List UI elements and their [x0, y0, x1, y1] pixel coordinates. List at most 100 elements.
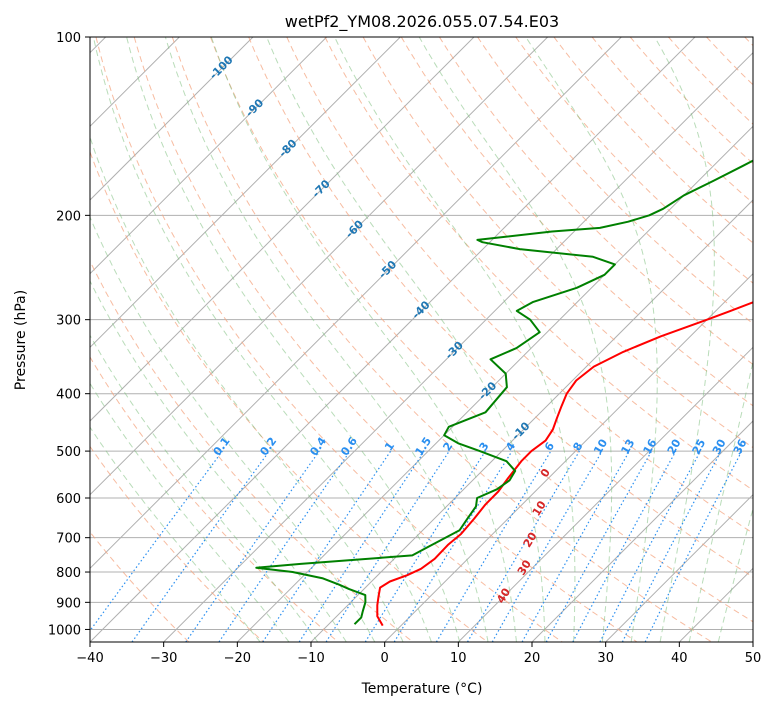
plot-frame	[89, 36, 754, 643]
dry-adiabat-line	[706, 37, 753, 86]
isotherm-line	[752, 641, 753, 642]
moist-adiabats	[90, 37, 753, 642]
dry-adiabat-line	[95, 37, 563, 642]
dry-adiabat-label: -80	[276, 137, 299, 160]
y-tick-label: 800	[56, 566, 81, 581]
mixing-ratio-line	[435, 450, 552, 642]
x-axis-ticks: −40 −30 −20 −10 0 10 20 30 40 50	[76, 642, 761, 666]
dry-adiabat-label: -30	[443, 339, 466, 362]
dry-adiabat-line	[324, 37, 753, 491]
isotherm-line	[384, 272, 753, 642]
mixing-ratio-label: 30	[710, 437, 729, 457]
mixing-ratio-label: 16	[641, 437, 660, 457]
mixing-ratio-line	[325, 450, 450, 642]
dry-adiabat-line	[90, 356, 339, 642]
isotherm-line	[605, 493, 753, 642]
y-tick-label: 700	[56, 532, 81, 547]
isotherm-line	[90, 37, 622, 570]
y-tick-label: 1000	[48, 623, 81, 638]
x-tick-label: 50	[745, 651, 762, 666]
y-tick-label: 200	[56, 209, 81, 224]
mixing-ratio-line	[545, 450, 653, 642]
mixing-ratio-line	[599, 450, 702, 642]
moist-adiabat-label: 30	[515, 557, 534, 577]
mixing-ratio-line	[298, 450, 425, 642]
moist-adiabat-line	[210, 37, 517, 642]
isotherm-line	[90, 37, 696, 642]
moist-adiabat-line	[90, 382, 290, 642]
isotherm-line	[90, 37, 549, 496]
x-tick-label: −40	[76, 651, 103, 666]
y-axis-ticks: 100 200 300 400 500 600 700 800 900 1000	[48, 31, 90, 638]
moist-adiabat-line	[90, 215, 376, 642]
x-tick-label: 10	[450, 651, 467, 666]
moist-adiabat-line	[90, 135, 404, 642]
y-tick-label: 500	[56, 445, 81, 460]
x-tick-label: −10	[297, 651, 324, 666]
line-labels: 0.1 0.2 0.4 0.6 1 1.5 2 3 4 6 8 10 13 16 20 25 30 36-100-…	[207, 53, 750, 606]
grid-lines	[90, 37, 753, 642]
dry-adiabat-label: -100	[207, 53, 236, 82]
moist-adiabat-line	[126, 37, 461, 642]
x-axis-label: Temperature (°C)	[361, 681, 483, 697]
moist-adiabat-label: 10	[530, 498, 549, 518]
dry-adiabat-line	[286, 37, 753, 534]
dry-adiabat-line	[477, 37, 753, 325]
profile-series	[255, 159, 753, 627]
isotherm-line	[310, 199, 753, 642]
y-axis-label: Pressure (hPa)	[13, 290, 29, 390]
y-tick-label: 400	[56, 388, 81, 403]
moist-adiabat-line	[717, 506, 753, 642]
dry-adiabat-line	[248, 37, 753, 578]
temperature-profile-line	[376, 301, 753, 627]
dry-adiabat-line	[133, 37, 638, 642]
y-tick-label: 600	[56, 492, 81, 507]
x-tick-label: 40	[671, 651, 688, 666]
moist-adiabat-line	[525, 37, 658, 642]
isotherm-line	[90, 37, 475, 422]
dry-adiabat-label: -10	[509, 419, 532, 442]
dry-adiabat-label: -70	[310, 177, 333, 200]
y-tick-label: 100	[56, 31, 81, 46]
moist-adiabat-line	[418, 37, 613, 642]
chart-title: wetPf2_YM08.2026.055.07.54.E03	[285, 12, 559, 32]
mixing-ratio-label: 36	[731, 437, 750, 457]
mixing-ratio-line	[218, 450, 351, 642]
isotherm-line	[90, 37, 401, 349]
dry-adiabats	[90, 37, 753, 642]
mixing-ratio-label: 20	[665, 437, 684, 457]
y-tick-label: 900	[56, 596, 81, 611]
mixing-ratio-label: 0.1	[211, 435, 233, 458]
x-tick-label: −30	[150, 651, 177, 666]
moist-adiabat-line	[654, 37, 715, 642]
mixing-ratio-line	[644, 450, 743, 642]
moist-adiabat-line	[92, 37, 432, 642]
mixing-ratio-line	[521, 450, 631, 642]
dry-adiabat-label: -50	[376, 258, 399, 281]
dry-adiabat-line	[744, 37, 753, 47]
dry-adiabat-label: -40	[409, 298, 432, 321]
mixing-ratio-label: 13	[619, 437, 638, 457]
mixing-ratio-lines	[90, 450, 743, 642]
mixing-ratio-line	[131, 450, 270, 642]
dry-adiabat-label: -60	[343, 217, 366, 240]
mixing-ratio-label: 10	[591, 437, 610, 457]
mixing-ratio-line	[185, 450, 320, 642]
isotherm-line	[90, 37, 328, 275]
dry-adiabat-line	[438, 37, 753, 366]
dry-adiabat-line	[210, 37, 753, 623]
mixing-ratio-line	[262, 450, 392, 642]
mixing-ratio-label: 0.6	[338, 435, 360, 459]
moist-adiabat-line	[334, 37, 576, 642]
dry-adiabat-line	[90, 445, 264, 642]
isotherm-line	[236, 125, 753, 642]
isotherm-line	[457, 346, 753, 642]
mixing-ratio-label: 0.2	[257, 435, 279, 458]
mixing-ratio-label: 1.5	[412, 435, 434, 458]
mixing-ratio-line	[90, 450, 223, 632]
dry-adiabat-line	[90, 150, 488, 642]
dry-adiabat-line	[668, 37, 753, 125]
dry-adiabat-label: -90	[243, 96, 266, 119]
dry-adiabat-line	[171, 37, 712, 642]
dry-adiabat-line	[591, 37, 753, 204]
